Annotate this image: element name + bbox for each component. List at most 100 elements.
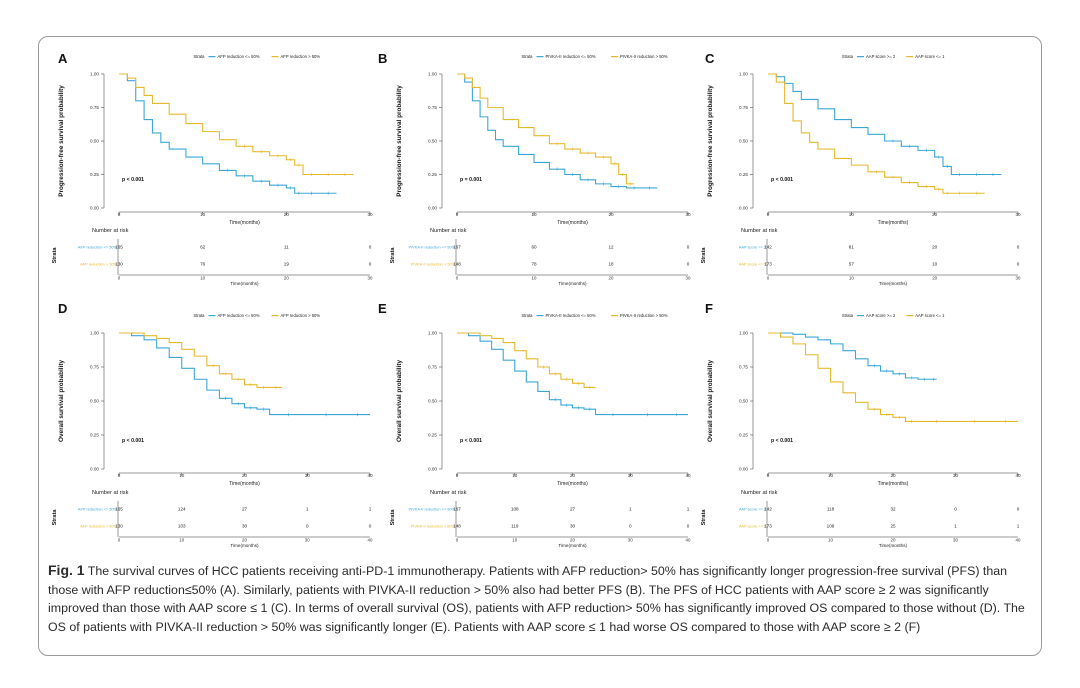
risk-count: 1 — [629, 507, 632, 512]
risk-count: 12 — [608, 245, 614, 250]
risk-count: 1 — [687, 507, 690, 512]
risk-row-label: AFP reduction <= 50% — [78, 244, 118, 249]
risk-count: 0 — [954, 507, 957, 512]
legend-entry: AAP score <= 1 — [915, 313, 945, 318]
risk-count: 0 — [1017, 262, 1020, 267]
risk-row-label: AAP score <= 1 — [739, 261, 766, 266]
risk-table: Number at risk Strata AFP reduction <= 50%… — [52, 228, 373, 286]
risk-table-title: Number at risk — [430, 228, 467, 234]
km-curve-low — [119, 332, 370, 416]
x-tick-label: 40 — [367, 473, 373, 478]
risk-x-axis-label: Time(months) — [230, 543, 259, 548]
p-value: p < 0.001 — [771, 438, 793, 444]
km-curve-low — [457, 73, 658, 189]
legend-title: Strata — [842, 54, 854, 59]
risk-count: 0 — [369, 262, 372, 267]
x-tick-label: 30 — [685, 212, 691, 217]
x-tick-label: 10 — [179, 473, 185, 478]
risk-x-tick-label: 0 — [118, 276, 121, 281]
risk-x-tick-label: 0 — [118, 538, 121, 543]
risk-x-tick-label: 10 — [828, 538, 833, 543]
legend-title: Strata — [193, 54, 205, 59]
km-curve-high — [768, 73, 985, 194]
legend-entry: PIVKA-II reduction > 50% — [620, 54, 668, 59]
legend-title: Strata — [842, 313, 854, 318]
km-curve-high — [119, 73, 354, 176]
x-tick-label: 0 — [456, 473, 459, 478]
y-axis-label: Overall survival probability — [707, 360, 714, 442]
km-panel-F: F Strata AAP score >= 2 AAP score <= 1 Overa… — [701, 301, 1021, 548]
risk-x-axis-label: Time(months) — [879, 543, 908, 548]
risk-count: 148 — [453, 262, 461, 267]
risk-count: 10 — [932, 262, 938, 267]
x-tick-label: 20 — [890, 473, 896, 478]
p-value: p < 0.001 — [460, 438, 482, 444]
y-tick-label: 0.25 — [428, 172, 437, 177]
x-tick-label: 10 — [512, 473, 518, 478]
legend-title: Strata — [193, 313, 205, 318]
y-tick-label: 0.50 — [90, 399, 99, 404]
km-panel-E: E Strata PIVKA-II reduction <= 50% PIVKA-II… — [378, 301, 691, 548]
risk-count: 62 — [200, 245, 206, 250]
km-curve-high — [768, 332, 1018, 422]
x-tick-label: 10 — [200, 212, 206, 217]
x-tick-label: 10 — [531, 212, 537, 217]
risk-count: 167 — [453, 507, 461, 512]
risk-x-tick-label: 40 — [1016, 538, 1021, 543]
legend-entry: AAP score <= 1 — [915, 54, 945, 59]
risk-table: Number at risk Strata PIVKA-II reduction <… — [390, 490, 691, 548]
figure-caption-text: The survival curves of HCC patients rece… — [48, 564, 1025, 634]
km-curve-low — [768, 332, 937, 380]
y-axis-label: Progression-free survival probability — [58, 85, 65, 197]
p-value: p < 0.001 — [122, 177, 144, 183]
x-tick-label: 30 — [305, 473, 311, 478]
panel-label-F: F — [705, 301, 713, 316]
risk-count: 124 — [178, 507, 186, 512]
risk-count: 81 — [849, 245, 855, 250]
x-axis-label: Time(months) — [878, 220, 909, 226]
risk-x-tick-label: 0 — [767, 538, 770, 543]
risk-x-tick-label: 10 — [532, 276, 537, 281]
x-tick-label: 20 — [608, 212, 614, 217]
km-curve-low — [119, 73, 337, 194]
risk-x-tick-label: 20 — [891, 538, 896, 543]
panel-label-A: A — [58, 51, 68, 66]
legend: Strata AAP score >= 2 AAP score <= 1 — [842, 54, 945, 59]
y-tick-label: 0.25 — [90, 433, 99, 438]
x-tick-label: 40 — [685, 473, 691, 478]
risk-count: 109 — [827, 524, 835, 529]
x-tick-label: 10 — [828, 473, 834, 478]
legend-entry: PIVKA-II reduction <= 50% — [546, 313, 596, 318]
risk-count: 30 — [570, 524, 576, 529]
risk-count: 1 — [369, 507, 372, 512]
risk-x-axis-label: Time(months) — [558, 281, 587, 286]
risk-count: 108 — [511, 507, 519, 512]
risk-count: 30 — [242, 524, 248, 529]
y-tick-label: 0.75 — [739, 365, 748, 370]
risk-x-tick-label: 20 — [570, 538, 575, 543]
risk-count: 25 — [890, 524, 896, 529]
risk-table-y-label: Strata — [701, 247, 707, 264]
km-panel-B: B Strata PIVKA-II reduction <= 50% PIVKA-II… — [378, 51, 691, 286]
risk-x-tick-label: 10 — [179, 538, 184, 543]
y-tick-label: 0.00 — [739, 206, 748, 211]
risk-x-axis-label: Time(months) — [879, 281, 908, 286]
risk-count: 27 — [570, 507, 576, 512]
risk-table-title: Number at risk — [92, 228, 129, 234]
legend-title: Strata — [521, 54, 533, 59]
y-tick-label: 0.25 — [739, 172, 748, 177]
risk-count: 0 — [369, 245, 372, 250]
y-axis-label: Progression-free survival probability — [396, 85, 403, 197]
figure-label: Fig. 1 — [48, 562, 85, 578]
risk-count: 60 — [531, 245, 537, 250]
risk-x-tick-label: 30 — [686, 276, 691, 281]
risk-count: 0 — [1017, 245, 1020, 250]
risk-count: 11 — [284, 245, 289, 250]
risk-x-tick-label: 0 — [456, 538, 459, 543]
y-tick-label: 0.75 — [739, 105, 748, 110]
p-value: p < 0.001 — [771, 177, 793, 183]
risk-table: Number at risk Strata AFP reduction <= 50%… — [52, 490, 373, 548]
risk-row-label: AAP score >= 2 — [739, 506, 766, 511]
km-panel-C: C Strata AAP score >= 2 AAP score <= 1 Progr… — [701, 51, 1021, 286]
